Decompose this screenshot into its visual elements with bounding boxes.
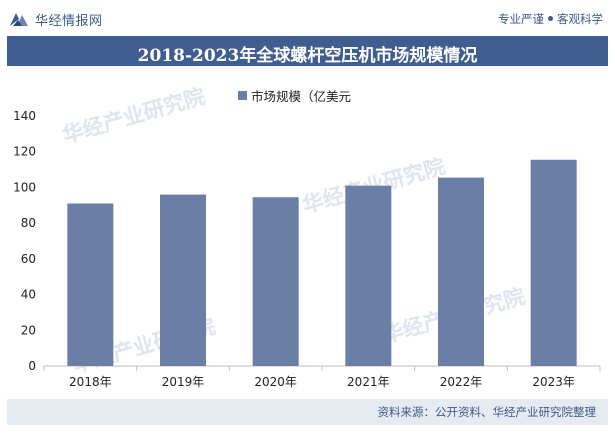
source-note: 资料来源：公开资料、华经产业研究院整理 — [377, 405, 597, 419]
brand-name: 华经情报网 — [35, 14, 103, 29]
legend: 市场规模（亿美元 — [238, 86, 351, 105]
legend-label: 市场规模（亿美元 — [251, 89, 352, 104]
x-tick-label: 2020年 — [254, 375, 297, 389]
bar — [345, 185, 392, 366]
y-tick-label: 40 — [21, 288, 36, 302]
title-bar: 2018-2023年全球螺杆空压机市场规模情况 — [7, 36, 608, 66]
bar — [160, 194, 206, 366]
legend-swatch — [238, 91, 247, 100]
y-tick-label: 140 — [13, 109, 36, 123]
x-tick-label: 2022年 — [440, 375, 483, 389]
huajing-logo-icon — [8, 11, 30, 28]
bar — [252, 197, 299, 366]
bullet-dot-icon — [548, 16, 553, 21]
slogan-right: 客观科学 — [557, 12, 603, 26]
x-tick-label: 2019年 — [162, 375, 205, 389]
y-tick-label: 100 — [13, 180, 36, 194]
slogan: 专业严谨 客观科学 — [498, 11, 603, 27]
bar — [530, 159, 577, 366]
bar — [438, 177, 484, 366]
top-bar: 华经情报网 专业严谨 客观科学 — [0, 0, 615, 36]
footer-bar: 资料来源：公开资料、华经产业研究院整理 — [7, 399, 608, 425]
slogan-left: 专业严谨 — [498, 12, 544, 26]
y-tick-label: 80 — [21, 216, 36, 230]
y-tick-label: 20 — [21, 323, 36, 337]
chart-title: 2018-2023年全球螺杆空压机市场规模情况 — [137, 46, 478, 66]
x-tick-label: 2018年 — [69, 375, 112, 389]
bar — [67, 203, 114, 366]
x-tick-label: 2023年 — [532, 375, 575, 389]
y-tick-label: 120 — [13, 145, 36, 159]
y-tick-label: 0 — [28, 359, 36, 373]
brand: 华经情报网 — [8, 10, 103, 29]
y-tick-label: 60 — [21, 252, 36, 266]
x-tick-label: 2021年 — [347, 375, 390, 389]
